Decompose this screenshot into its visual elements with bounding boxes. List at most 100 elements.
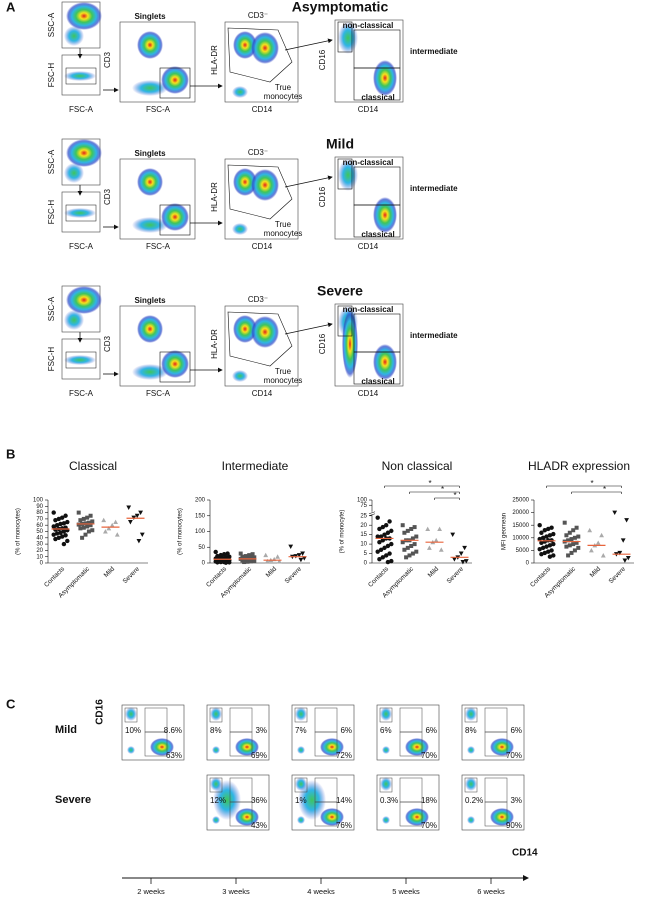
- dot: [574, 525, 579, 530]
- density-blob: [373, 60, 397, 96]
- gate: [399, 801, 423, 827]
- x-tick-label: Severe: [122, 565, 142, 585]
- significance-label: *: [590, 479, 593, 488]
- dot: [63, 513, 68, 518]
- dot: [564, 533, 569, 538]
- label: non-classical: [343, 305, 394, 314]
- dot: [54, 531, 60, 536]
- axis-label: CD16: [318, 333, 327, 354]
- significance-label: *: [428, 479, 431, 488]
- label: non-classical: [343, 158, 394, 167]
- dot: [128, 520, 133, 525]
- dot: [405, 528, 410, 533]
- y-tick-label: 30: [36, 542, 43, 548]
- dot: [438, 547, 444, 552]
- density-blob: [373, 344, 397, 380]
- dot: [380, 555, 385, 560]
- density-blob: [212, 746, 220, 754]
- dot: [385, 543, 391, 549]
- percentage: 3%: [255, 726, 267, 735]
- week-label: 2 weeks: [137, 887, 165, 896]
- label: CD3⁻: [248, 11, 268, 20]
- dot: [599, 532, 604, 538]
- significance-label: *: [453, 491, 456, 500]
- density-blob: [233, 315, 257, 343]
- dot: [544, 534, 549, 539]
- dot: [382, 532, 387, 537]
- axis-label: SSC-A: [47, 12, 56, 37]
- label: FSC-A: [69, 389, 94, 398]
- y-tick-label: 20000: [512, 510, 529, 516]
- y-tick-label: 40: [36, 535, 43, 541]
- label: True: [275, 367, 292, 376]
- density-blob: [382, 816, 390, 824]
- density-blob: [373, 197, 397, 233]
- label: monocytes: [264, 229, 303, 238]
- dot: [83, 521, 88, 526]
- axis-label: CD3: [103, 51, 112, 68]
- axis-break: [369, 511, 375, 515]
- y-axis-label: MFI geomean: [502, 513, 508, 550]
- dot: [78, 526, 83, 531]
- dot: [409, 543, 414, 548]
- dot: [101, 517, 107, 523]
- week-label: 3 weeks: [222, 887, 250, 896]
- density-blob: [64, 163, 84, 183]
- label: Mild: [326, 136, 354, 152]
- dot: [542, 528, 547, 533]
- dot: [576, 545, 581, 550]
- dot: [617, 550, 623, 556]
- dot: [400, 540, 405, 545]
- y-axis-label: (% of monocytes): [16, 508, 22, 555]
- dot: [572, 548, 577, 553]
- percentage: 6%: [510, 726, 522, 735]
- gate: [124, 707, 138, 723]
- gate: [65, 204, 97, 222]
- dot: [218, 559, 223, 565]
- x-tick-label: Contacts: [43, 565, 67, 589]
- density-blob: [342, 310, 358, 378]
- dot: [572, 535, 577, 540]
- density-blob: [235, 738, 259, 756]
- dot: [227, 560, 232, 565]
- density-blob: [132, 217, 168, 233]
- percentage: 12%: [210, 796, 226, 805]
- y-tick-label: 5: [364, 551, 368, 557]
- percentage: 43%: [251, 821, 267, 830]
- y-tick-label: 200: [195, 498, 206, 504]
- dot: [414, 549, 419, 554]
- density-blob: [132, 80, 168, 96]
- percentage: 70%: [421, 751, 437, 760]
- x-tick-label: Severe: [608, 565, 628, 585]
- dot: [288, 544, 294, 550]
- label: Severe: [317, 283, 363, 299]
- dot: [404, 555, 409, 560]
- dot: [51, 510, 56, 515]
- x-tick-label: Contacts: [205, 565, 229, 589]
- y-tick-label: 50: [198, 545, 205, 551]
- percentage: 0.2%: [465, 796, 483, 805]
- dot: [437, 526, 442, 531]
- significance-label: *: [441, 485, 444, 494]
- dot: [90, 519, 95, 524]
- dot: [462, 545, 467, 551]
- dot: [624, 518, 629, 523]
- label: intermediate: [410, 184, 458, 193]
- dot: [539, 540, 544, 546]
- dot: [301, 556, 307, 561]
- y-tick-label: 100: [195, 529, 206, 535]
- density-blob: [490, 738, 514, 756]
- gate: [144, 731, 168, 757]
- dot: [375, 534, 380, 539]
- dot: [571, 542, 576, 547]
- percentage: 7%: [295, 726, 307, 735]
- dot: [248, 559, 253, 564]
- density-blob: [295, 707, 307, 721]
- dot: [389, 541, 394, 547]
- dot: [103, 529, 108, 534]
- dot: [382, 545, 387, 551]
- label: CD14: [252, 389, 273, 398]
- percentage: 0.3%: [380, 796, 398, 805]
- density-blob: [405, 808, 429, 826]
- dot: [546, 526, 551, 532]
